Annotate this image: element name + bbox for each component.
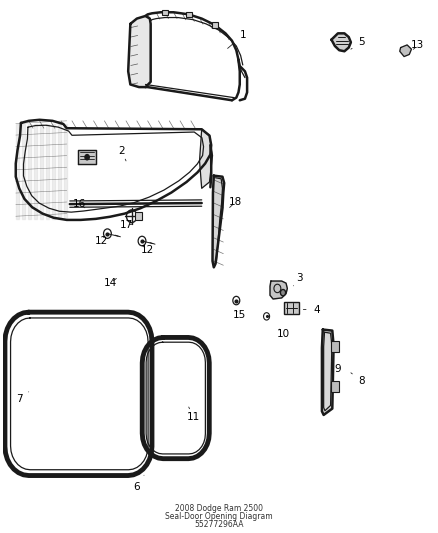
Text: 2008 Dodge Ram 2500: 2008 Dodge Ram 2500 bbox=[175, 504, 263, 513]
Text: 17: 17 bbox=[120, 220, 133, 230]
Text: 5: 5 bbox=[351, 37, 365, 49]
Bar bbox=[332, 341, 339, 352]
Text: 55277296AA: 55277296AA bbox=[194, 520, 244, 529]
Text: 13: 13 bbox=[411, 40, 424, 50]
Text: 16: 16 bbox=[73, 199, 86, 209]
Text: 6: 6 bbox=[134, 475, 144, 491]
Polygon shape bbox=[200, 130, 212, 188]
Text: 4: 4 bbox=[304, 304, 320, 314]
Bar bbox=[186, 12, 192, 17]
Text: 3: 3 bbox=[293, 273, 302, 286]
Text: 7: 7 bbox=[16, 392, 28, 404]
Text: 12: 12 bbox=[95, 236, 108, 246]
Text: 15: 15 bbox=[233, 310, 247, 320]
Text: 8: 8 bbox=[351, 373, 365, 386]
Polygon shape bbox=[270, 281, 287, 299]
Text: 1: 1 bbox=[228, 30, 246, 49]
Text: 9: 9 bbox=[332, 361, 341, 374]
Bar bbox=[212, 22, 218, 28]
Text: 14: 14 bbox=[103, 278, 117, 288]
Polygon shape bbox=[78, 150, 96, 164]
Polygon shape bbox=[322, 329, 334, 415]
Polygon shape bbox=[332, 34, 351, 51]
Circle shape bbox=[85, 155, 89, 160]
Bar bbox=[332, 381, 339, 392]
Text: 2: 2 bbox=[118, 147, 126, 161]
Polygon shape bbox=[212, 176, 224, 268]
Circle shape bbox=[280, 289, 286, 296]
Text: 18: 18 bbox=[229, 197, 242, 207]
Text: 10: 10 bbox=[276, 329, 290, 339]
Polygon shape bbox=[128, 16, 151, 87]
Bar bbox=[134, 212, 142, 220]
Text: Seal-Door Opening Diagram: Seal-Door Opening Diagram bbox=[165, 512, 273, 521]
Polygon shape bbox=[400, 45, 411, 56]
Text: 12: 12 bbox=[141, 246, 154, 255]
Bar bbox=[162, 10, 168, 15]
Text: 11: 11 bbox=[187, 407, 200, 422]
Bar bbox=[284, 302, 299, 314]
